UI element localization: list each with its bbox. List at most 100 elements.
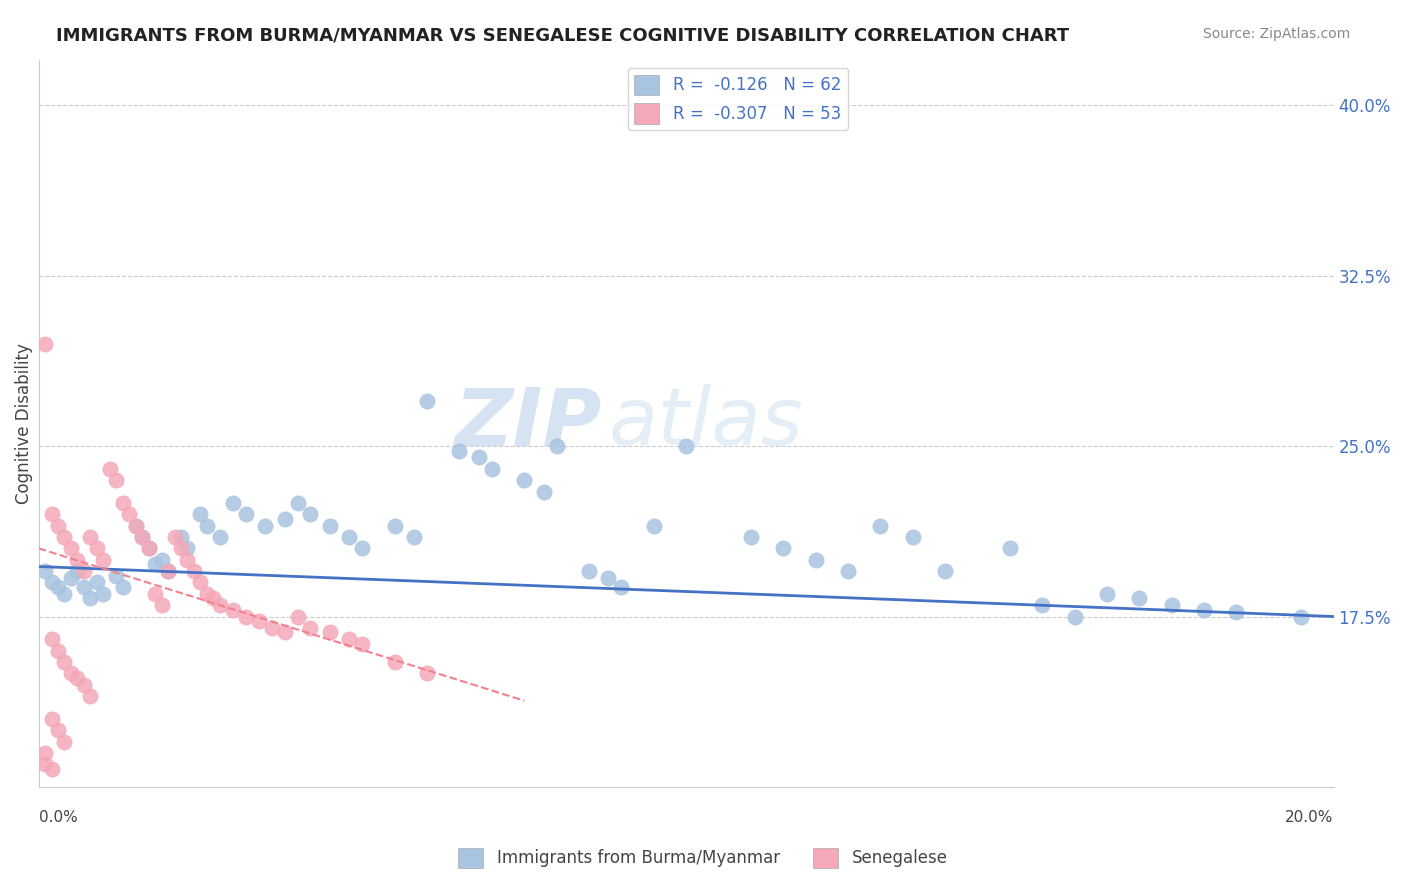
Point <box>208 598 231 612</box>
Point <box>319 625 342 640</box>
Point <box>202 591 225 606</box>
Point <box>118 507 141 521</box>
Point <box>41 762 63 776</box>
Point <box>73 678 96 692</box>
Point <box>740 530 762 544</box>
Point <box>163 530 186 544</box>
Point <box>1225 605 1247 619</box>
Point <box>124 518 146 533</box>
Point <box>73 564 96 578</box>
Point <box>86 575 108 590</box>
Point <box>66 552 89 566</box>
Point <box>131 530 153 544</box>
Point <box>111 496 134 510</box>
Point <box>41 507 63 521</box>
Point <box>53 734 76 748</box>
Point <box>66 671 89 685</box>
Text: Source: ZipAtlas.com: Source: ZipAtlas.com <box>1202 27 1350 41</box>
Legend: R =  -0.126   N = 62, R =  -0.307   N = 53: R = -0.126 N = 62, R = -0.307 N = 53 <box>628 68 848 130</box>
Point <box>46 643 69 657</box>
Point <box>105 568 128 582</box>
Point <box>254 518 277 533</box>
Text: IMMIGRANTS FROM BURMA/MYANMAR VS SENEGALESE COGNITIVE DISABILITY CORRELATION CHA: IMMIGRANTS FROM BURMA/MYANMAR VS SENEGAL… <box>56 27 1070 45</box>
Y-axis label: Cognitive Disability: Cognitive Disability <box>15 343 32 504</box>
Point <box>772 541 794 556</box>
Point <box>138 541 160 556</box>
Point <box>273 512 295 526</box>
Point <box>384 655 406 669</box>
Point <box>837 564 859 578</box>
Text: 0.0%: 0.0% <box>38 810 77 825</box>
Point <box>34 757 56 772</box>
Point <box>1095 587 1118 601</box>
Point <box>1031 598 1053 612</box>
Point <box>195 587 218 601</box>
Point <box>247 614 270 628</box>
Point <box>481 462 503 476</box>
Point <box>337 530 360 544</box>
Point <box>643 518 665 533</box>
Point <box>41 632 63 647</box>
Point <box>53 655 76 669</box>
Point <box>138 541 160 556</box>
Point <box>73 580 96 594</box>
Point <box>299 621 322 635</box>
Point <box>46 518 69 533</box>
Point <box>299 507 322 521</box>
Point <box>46 723 69 738</box>
Point <box>143 558 166 572</box>
Point <box>195 518 218 533</box>
Point <box>1128 591 1150 606</box>
Point <box>208 530 231 544</box>
Point <box>176 541 198 556</box>
Point <box>53 530 76 544</box>
Point <box>260 621 283 635</box>
Point <box>287 496 309 510</box>
Point <box>1160 598 1182 612</box>
Point <box>934 564 956 578</box>
Point <box>901 530 924 544</box>
Point <box>79 591 101 606</box>
Text: 20.0%: 20.0% <box>1285 810 1333 825</box>
Point <box>273 625 295 640</box>
Point <box>578 564 600 578</box>
Point <box>598 571 620 585</box>
Point <box>404 530 426 544</box>
Point <box>41 712 63 726</box>
Point <box>416 393 439 408</box>
Point <box>91 587 114 601</box>
Point <box>34 564 56 578</box>
Point <box>41 575 63 590</box>
Point <box>170 541 193 556</box>
Point <box>513 473 536 487</box>
Point <box>1192 603 1215 617</box>
Point <box>105 473 128 487</box>
Text: ZIP: ZIP <box>454 384 602 462</box>
Point <box>66 564 89 578</box>
Point <box>111 580 134 594</box>
Point <box>176 552 198 566</box>
Point <box>34 746 56 760</box>
Point <box>610 580 633 594</box>
Point <box>352 637 374 651</box>
Point <box>53 587 76 601</box>
Point <box>533 484 555 499</box>
Point <box>869 518 891 533</box>
Point <box>143 587 166 601</box>
Point <box>416 666 439 681</box>
Point <box>804 552 827 566</box>
Point <box>79 689 101 703</box>
Point <box>59 666 82 681</box>
Point <box>1289 609 1312 624</box>
Point <box>319 518 342 533</box>
Point <box>157 564 180 578</box>
Point <box>337 632 360 647</box>
Point <box>190 507 212 521</box>
Point <box>468 450 491 465</box>
Point <box>546 439 568 453</box>
Point <box>170 530 193 544</box>
Point <box>287 609 309 624</box>
Point <box>449 443 471 458</box>
Point <box>59 541 82 556</box>
Point <box>190 575 212 590</box>
